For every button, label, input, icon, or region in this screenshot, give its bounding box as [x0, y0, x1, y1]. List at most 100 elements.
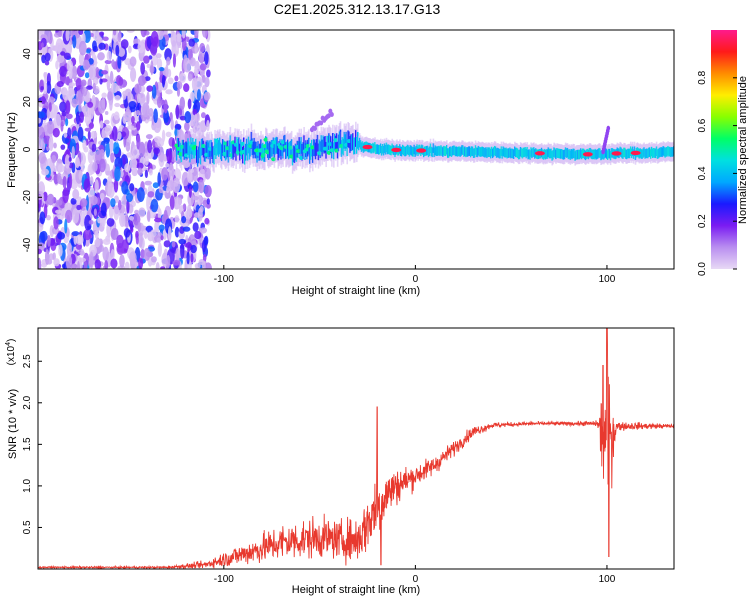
spectrogram-blob — [110, 249, 115, 260]
spectrogram-blob — [136, 187, 145, 203]
spectrogram-blob — [72, 189, 80, 200]
spectrogram-feature — [319, 120, 324, 126]
spectrogram-blob — [168, 162, 174, 171]
spectrogram-band — [642, 148, 644, 158]
spectrogram-band — [580, 148, 582, 158]
spectrogram-band — [252, 141, 255, 159]
spectrogram-blob — [98, 99, 106, 114]
spectrogram-blob — [136, 121, 141, 131]
spectrogram-band — [313, 139, 316, 157]
spectrogram-band — [561, 149, 564, 160]
spectrogram-band — [547, 147, 550, 157]
spectrogram-band — [594, 148, 597, 159]
spectrogram-band — [654, 148, 657, 159]
spectrogram-band — [222, 139, 225, 157]
spectrogram-band — [646, 148, 648, 159]
spectrogram-blob — [151, 256, 157, 263]
spectrogram-blob — [53, 142, 57, 149]
spectrogram-blob — [101, 70, 109, 75]
spectrogram-blob — [55, 60, 59, 70]
spectrogram-band — [409, 145, 412, 155]
spectrogram-band — [440, 145, 442, 155]
spectrogram-band — [217, 137, 219, 155]
spectrogram-blob — [206, 119, 210, 132]
spectrogram-blob — [138, 257, 144, 269]
spectrogram-band — [316, 134, 319, 152]
spectrogram-peak — [534, 151, 545, 156]
spectrogram-blob — [166, 148, 173, 164]
spectrogram-band — [253, 137, 256, 155]
spectrogram-band — [438, 145, 440, 156]
spectrogram-blob — [142, 102, 150, 118]
spectrogram-blob — [176, 88, 181, 97]
spectrogram-blob — [148, 168, 153, 176]
spectrogram-blob — [176, 36, 182, 42]
spectrogram-blob — [150, 198, 159, 213]
spectrogram-band — [320, 135, 323, 152]
spectrogram-band — [468, 146, 470, 156]
spectrogram-blob — [110, 227, 119, 241]
spectrogram-blob — [144, 76, 151, 82]
spectrogram-feature — [326, 113, 331, 119]
spectrogram-band — [411, 146, 414, 157]
spectrogram-band — [269, 141, 272, 159]
spectrogram-band — [377, 144, 379, 154]
spectrogram-blob — [156, 30, 164, 41]
spectrogram-band — [501, 149, 504, 159]
spectrogram-band — [592, 149, 595, 159]
spectrogram-blob — [83, 260, 88, 269]
spectrogram-blob — [180, 243, 185, 260]
spectrogram-blob — [171, 241, 176, 248]
spectrogram-blob — [48, 136, 54, 151]
spectrogram-blob — [125, 141, 131, 152]
spectrogram-band — [372, 142, 374, 153]
spectrogram-band — [237, 138, 239, 156]
spectrogram-y-label: Frequency (Hz) — [6, 112, 18, 188]
spectrogram-band — [251, 138, 254, 156]
spectrogram-blob — [88, 58, 94, 65]
spectrogram-blob — [146, 195, 150, 211]
spectrogram-band — [459, 147, 462, 157]
spectrogram-band — [301, 143, 304, 161]
spectrogram-blob — [156, 237, 162, 243]
spectrogram-band — [581, 149, 583, 160]
spectrogram-blob — [113, 178, 119, 193]
spectrogram-band — [319, 141, 322, 159]
snr-series-line — [38, 328, 674, 569]
spectrogram-band — [513, 149, 515, 159]
spectrogram-band — [582, 148, 584, 159]
spectrogram-band — [542, 150, 545, 160]
spectrogram-blob — [129, 157, 138, 171]
spectrogram-blob — [76, 204, 82, 211]
spectrogram-blob — [60, 51, 66, 56]
spectrogram-blob — [145, 134, 153, 140]
spectrogram-band — [667, 145, 669, 156]
spectrogram-blob — [131, 115, 135, 124]
spectrogram-blob — [110, 258, 118, 269]
spectrogram-band — [478, 146, 481, 157]
spectrogram-band — [474, 145, 477, 155]
spectrogram-blob — [136, 93, 141, 104]
spectrogram-band — [484, 148, 486, 158]
spectrogram-blob — [40, 86, 44, 91]
spectrogram-peak — [630, 150, 641, 156]
spectrogram-band — [463, 147, 465, 157]
spectrogram-blob — [86, 85, 93, 90]
spectrogram-band — [653, 148, 656, 158]
spectrogram-blob — [64, 218, 68, 234]
spectrogram-blob — [140, 30, 147, 38]
spectrogram-blob — [204, 217, 210, 225]
spectrogram-band — [386, 144, 389, 155]
spectrogram-blob — [55, 209, 62, 214]
spectrogram-band — [231, 141, 234, 158]
spectrogram-band — [465, 147, 467, 158]
spectrogram-band — [242, 146, 244, 164]
spectrogram-blob — [38, 257, 42, 269]
spectrogram-blob — [80, 79, 87, 87]
colorbar-tick-label: 0.6 — [697, 118, 708, 132]
spectrogram-band — [221, 139, 224, 156]
spectrogram-blob — [128, 100, 137, 110]
spectrogram-band — [333, 133, 336, 151]
spectrogram-blob — [97, 217, 102, 224]
spectrogram-blob — [194, 262, 201, 269]
